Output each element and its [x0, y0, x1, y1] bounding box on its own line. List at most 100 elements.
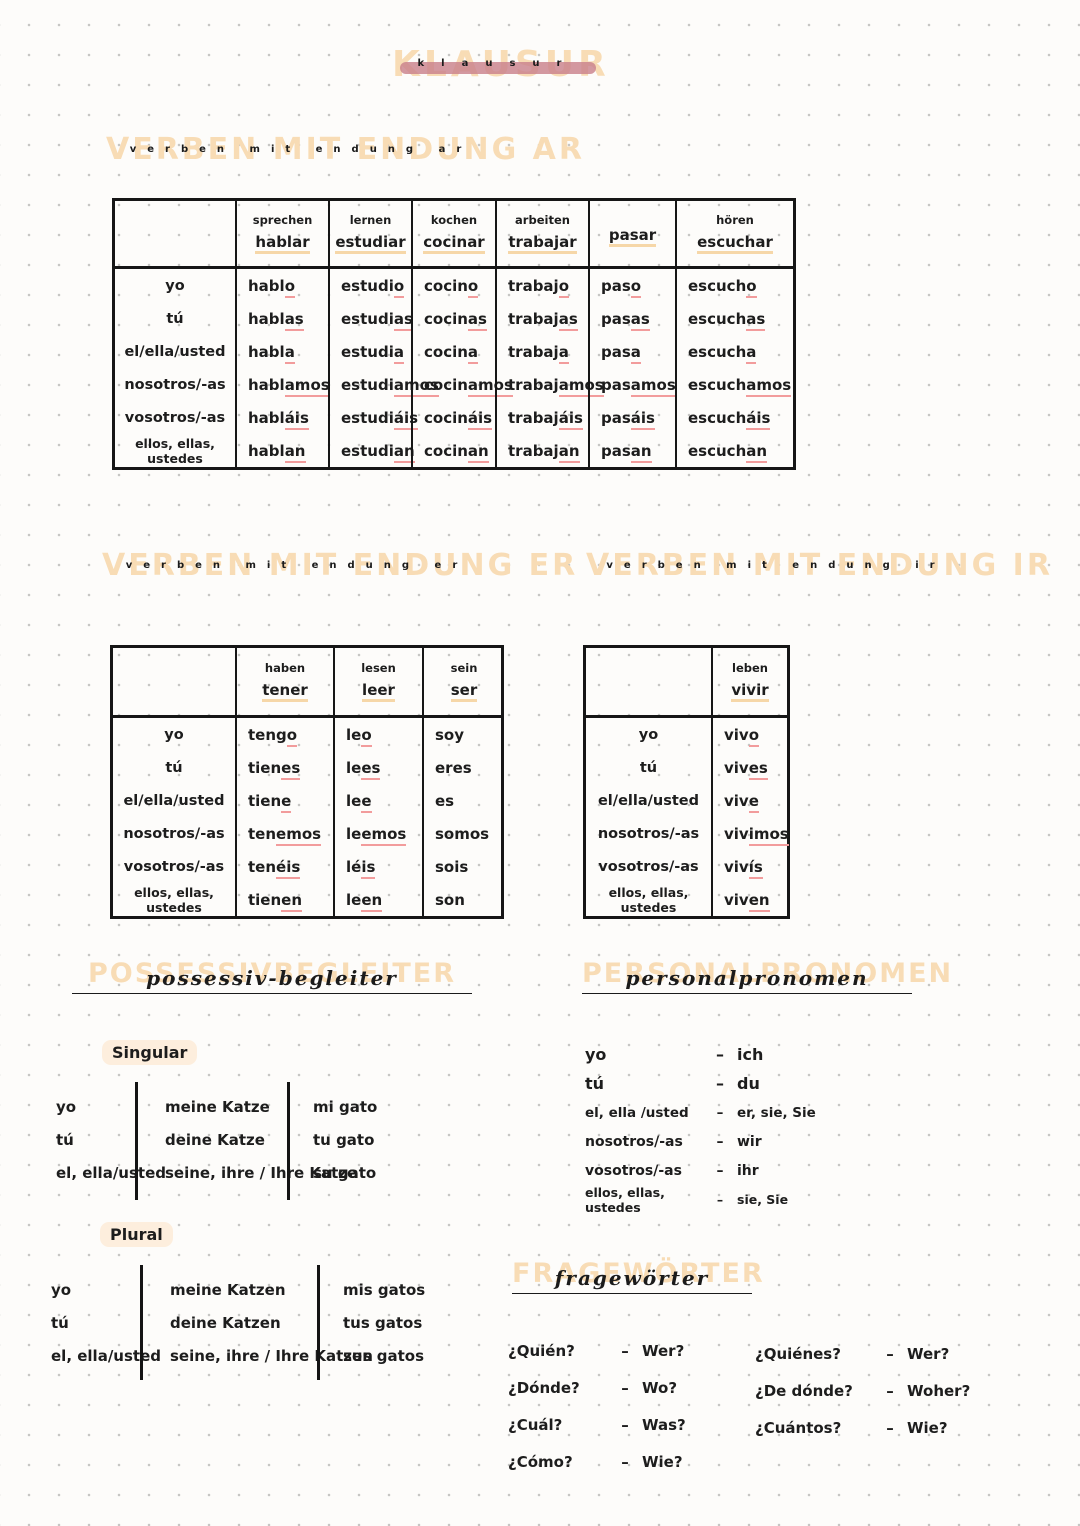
conjugated-form: léis — [333, 850, 422, 883]
conjugated-form: estudias — [328, 302, 413, 335]
table-corner-cell — [586, 648, 711, 718]
conjugated-form: tenemos — [235, 817, 333, 850]
verb-ending: e — [281, 791, 292, 813]
verb-ending: is — [361, 857, 376, 879]
verb-ending: o — [286, 725, 298, 747]
verb-ending: an — [558, 441, 580, 463]
dash-separator: – — [716, 1074, 724, 1093]
dash-separator: – — [621, 1378, 629, 1397]
pronoun-row-label: yo — [165, 277, 185, 294]
pronoun-row-label: el/ella/usted — [123, 792, 225, 809]
conjugated-form: cocina — [411, 335, 495, 368]
verb-ending: es — [748, 758, 768, 780]
verb-ending: a — [746, 342, 757, 364]
question-words-right: ¿Quiénes? – Wer? ¿De dónde? – Woher? ¿Cuántos?… — [755, 1335, 970, 1446]
conjugated-form: escucho — [675, 269, 793, 302]
conjugated-form: vives — [711, 751, 787, 784]
conjugated-form: son — [422, 883, 504, 916]
german-translation: leben — [732, 660, 768, 675]
verb-ending: áis — [284, 408, 309, 430]
infinitive: ser — [450, 681, 478, 703]
page-title-script-text: klausur — [417, 58, 579, 69]
verb-ending: a — [284, 342, 295, 364]
verb-column-header: pasar — [588, 201, 675, 269]
conjugated-form: cocinamos — [411, 368, 513, 401]
pronoun-row-label: ellos, ellas, ustedes — [134, 884, 214, 915]
pronoun-row-label: vosotros/-as — [124, 409, 226, 426]
conjugated-form: cocinan — [411, 434, 495, 467]
conjugated-form: escuchan — [675, 434, 793, 467]
dash-separator: – — [716, 1104, 724, 1121]
conjugated-form: hablo — [235, 269, 328, 302]
pronoun-row-label: tú — [165, 759, 183, 776]
term-left: ¿Cuántos? — [755, 1418, 842, 1437]
dash-separator: – — [716, 1192, 724, 1207]
german-translation: haben — [264, 660, 306, 675]
possessive-german: deine Katze — [165, 1130, 265, 1149]
infinitive: trabajar — [508, 233, 577, 255]
term-left: yo — [585, 1045, 607, 1064]
dash-list-row: ¿Dónde? – Wo? — [508, 1369, 686, 1406]
term-left: ¿Quién? — [508, 1341, 575, 1360]
conjugated-form: trabajamos — [495, 368, 604, 401]
verb-ending: as — [630, 309, 650, 331]
verb-ending: e — [748, 791, 759, 813]
conjugated-form: estudia — [328, 335, 411, 368]
verb-table-ar: sprechen hablar lernen estudiar kochen cocina… — [112, 198, 796, 470]
german-translation: lesen — [361, 660, 396, 675]
verb-ending: imos — [748, 824, 789, 846]
german-translation: sein — [450, 660, 478, 675]
heading-ar-bubble: VERBEN MIT ENDUNG AR — [106, 132, 586, 167]
german-translation: arbeiten — [515, 212, 570, 227]
verb-ending: o — [630, 276, 642, 298]
term-right: Wer? — [642, 1341, 685, 1360]
verb-ending: o — [361, 725, 372, 747]
section-heading-ar: VERBEN MIT ENDUNG AR verben mit endung a… — [106, 132, 586, 167]
verb-ending: o — [746, 276, 757, 298]
conjugated-form: tienes — [235, 751, 333, 784]
conjugated-form: cocináis — [411, 401, 495, 434]
possessive-spanish: su gato — [313, 1163, 377, 1182]
possessive-spanish: tus gatos — [343, 1313, 423, 1332]
german-translation: kochen — [430, 212, 478, 227]
column-divider — [135, 1082, 138, 1200]
infinitive: leer — [362, 681, 395, 703]
term-left: nosotros/-as — [585, 1133, 683, 1150]
conjugated-form: vivimos — [711, 817, 789, 850]
column-divider — [140, 1265, 143, 1380]
conjugated-form: lees — [333, 751, 422, 784]
page-title: KLAUSUR klausur — [392, 44, 606, 85]
term-left: ¿De dónde? — [755, 1381, 853, 1400]
verb-ending: amos — [284, 375, 330, 397]
possessive-pronoun: el, ella/usted — [56, 1163, 166, 1182]
conjugated-form: trabajas — [495, 302, 588, 335]
heading-ir-bubble: VERBEN MIT ENDUNG IR — [586, 548, 1053, 583]
conjugated-form: tenéis — [235, 850, 333, 883]
possessive-pronoun: tú — [56, 1130, 74, 1149]
infinitive: escuchar — [697, 233, 773, 255]
heading-ar-script: verben mit endung ar — [129, 144, 473, 155]
verb-ending: o — [558, 276, 570, 298]
term-right: wir — [737, 1133, 762, 1150]
term-right: Was? — [642, 1415, 686, 1434]
verb-ending: as — [558, 309, 578, 331]
conjugated-form: pasáis — [588, 401, 675, 434]
conjugated-form: leo — [333, 718, 422, 751]
heading-ir-script: verben mit endung ir — [606, 560, 946, 571]
conjugated-form: estudiáis — [328, 401, 419, 434]
conjugated-form: pasa — [588, 335, 675, 368]
term-left: ¿Cuál? — [508, 1415, 563, 1434]
pronoun-row-label: nosotros/-as — [124, 376, 226, 393]
conjugated-form: trabajo — [495, 269, 588, 302]
verb-ending: en — [748, 890, 770, 912]
verb-ending: en — [361, 890, 383, 912]
infinitive: hablar — [255, 233, 310, 255]
term-left: ¿Dónde? — [508, 1378, 580, 1397]
term-right: ich — [737, 1045, 764, 1064]
conjugated-form: paso — [588, 269, 675, 302]
verb-ending: e — [361, 791, 372, 813]
term-right: du — [737, 1074, 760, 1093]
conjugated-form: vivo — [711, 718, 787, 751]
verb-ending: as — [467, 309, 487, 331]
pronoun-row-label: el/ella/usted — [124, 343, 226, 360]
